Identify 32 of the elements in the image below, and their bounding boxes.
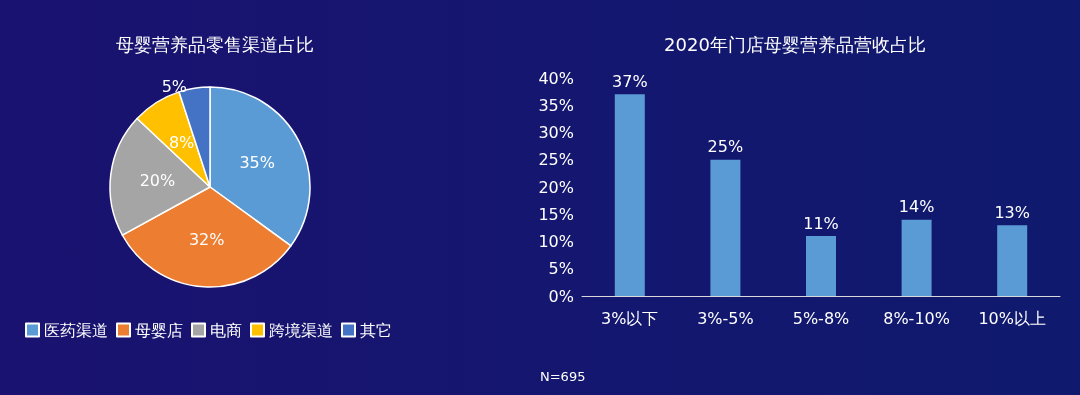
x-tick-label: 10%以上 xyxy=(978,308,1046,328)
y-tick-label: 30% xyxy=(538,123,574,142)
legend-label: 医药渠道 xyxy=(44,320,108,340)
y-tick-label: 15% xyxy=(538,204,574,224)
y-tick-label: 0% xyxy=(548,286,574,306)
data-label: 8% xyxy=(168,132,195,152)
data-label: 37% xyxy=(612,71,648,91)
x-tick-label: 3%-5% xyxy=(697,308,754,328)
y-tick-label: 40% xyxy=(538,68,574,88)
data-label: 13% xyxy=(994,202,1030,222)
chart-title: 2020年门店母婴营养品营收占比 xyxy=(664,33,926,55)
y-tick-label: 35% xyxy=(538,95,574,115)
data-label: 5% xyxy=(161,76,188,96)
y-tick-label: 20% xyxy=(538,177,574,197)
legend-label: 母婴店 xyxy=(135,320,183,340)
y-tick-label: 10% xyxy=(538,232,574,251)
data-label: 32% xyxy=(188,230,225,250)
x-tick-label: 5%-8% xyxy=(792,308,850,328)
data-label: 20% xyxy=(139,170,176,190)
y-tick-label: 25% xyxy=(538,150,574,170)
x-tick-label: 8%-10% xyxy=(883,308,950,328)
data-label: 14% xyxy=(898,197,935,217)
data-label: 25% xyxy=(707,137,744,157)
text: N=695 xyxy=(540,369,586,384)
legend-label: 电商 xyxy=(210,320,242,340)
data-label: 11% xyxy=(803,213,839,233)
chart-title: 母婴营养品零售渠道占比 xyxy=(116,33,314,55)
data-label: 35% xyxy=(239,153,275,173)
legend-label: 其它 xyxy=(360,320,392,340)
y-tick-label: 5% xyxy=(548,259,574,279)
legend-label: 跨境渠道 xyxy=(269,320,333,340)
x-tick-label: 3%以下 xyxy=(601,308,659,328)
